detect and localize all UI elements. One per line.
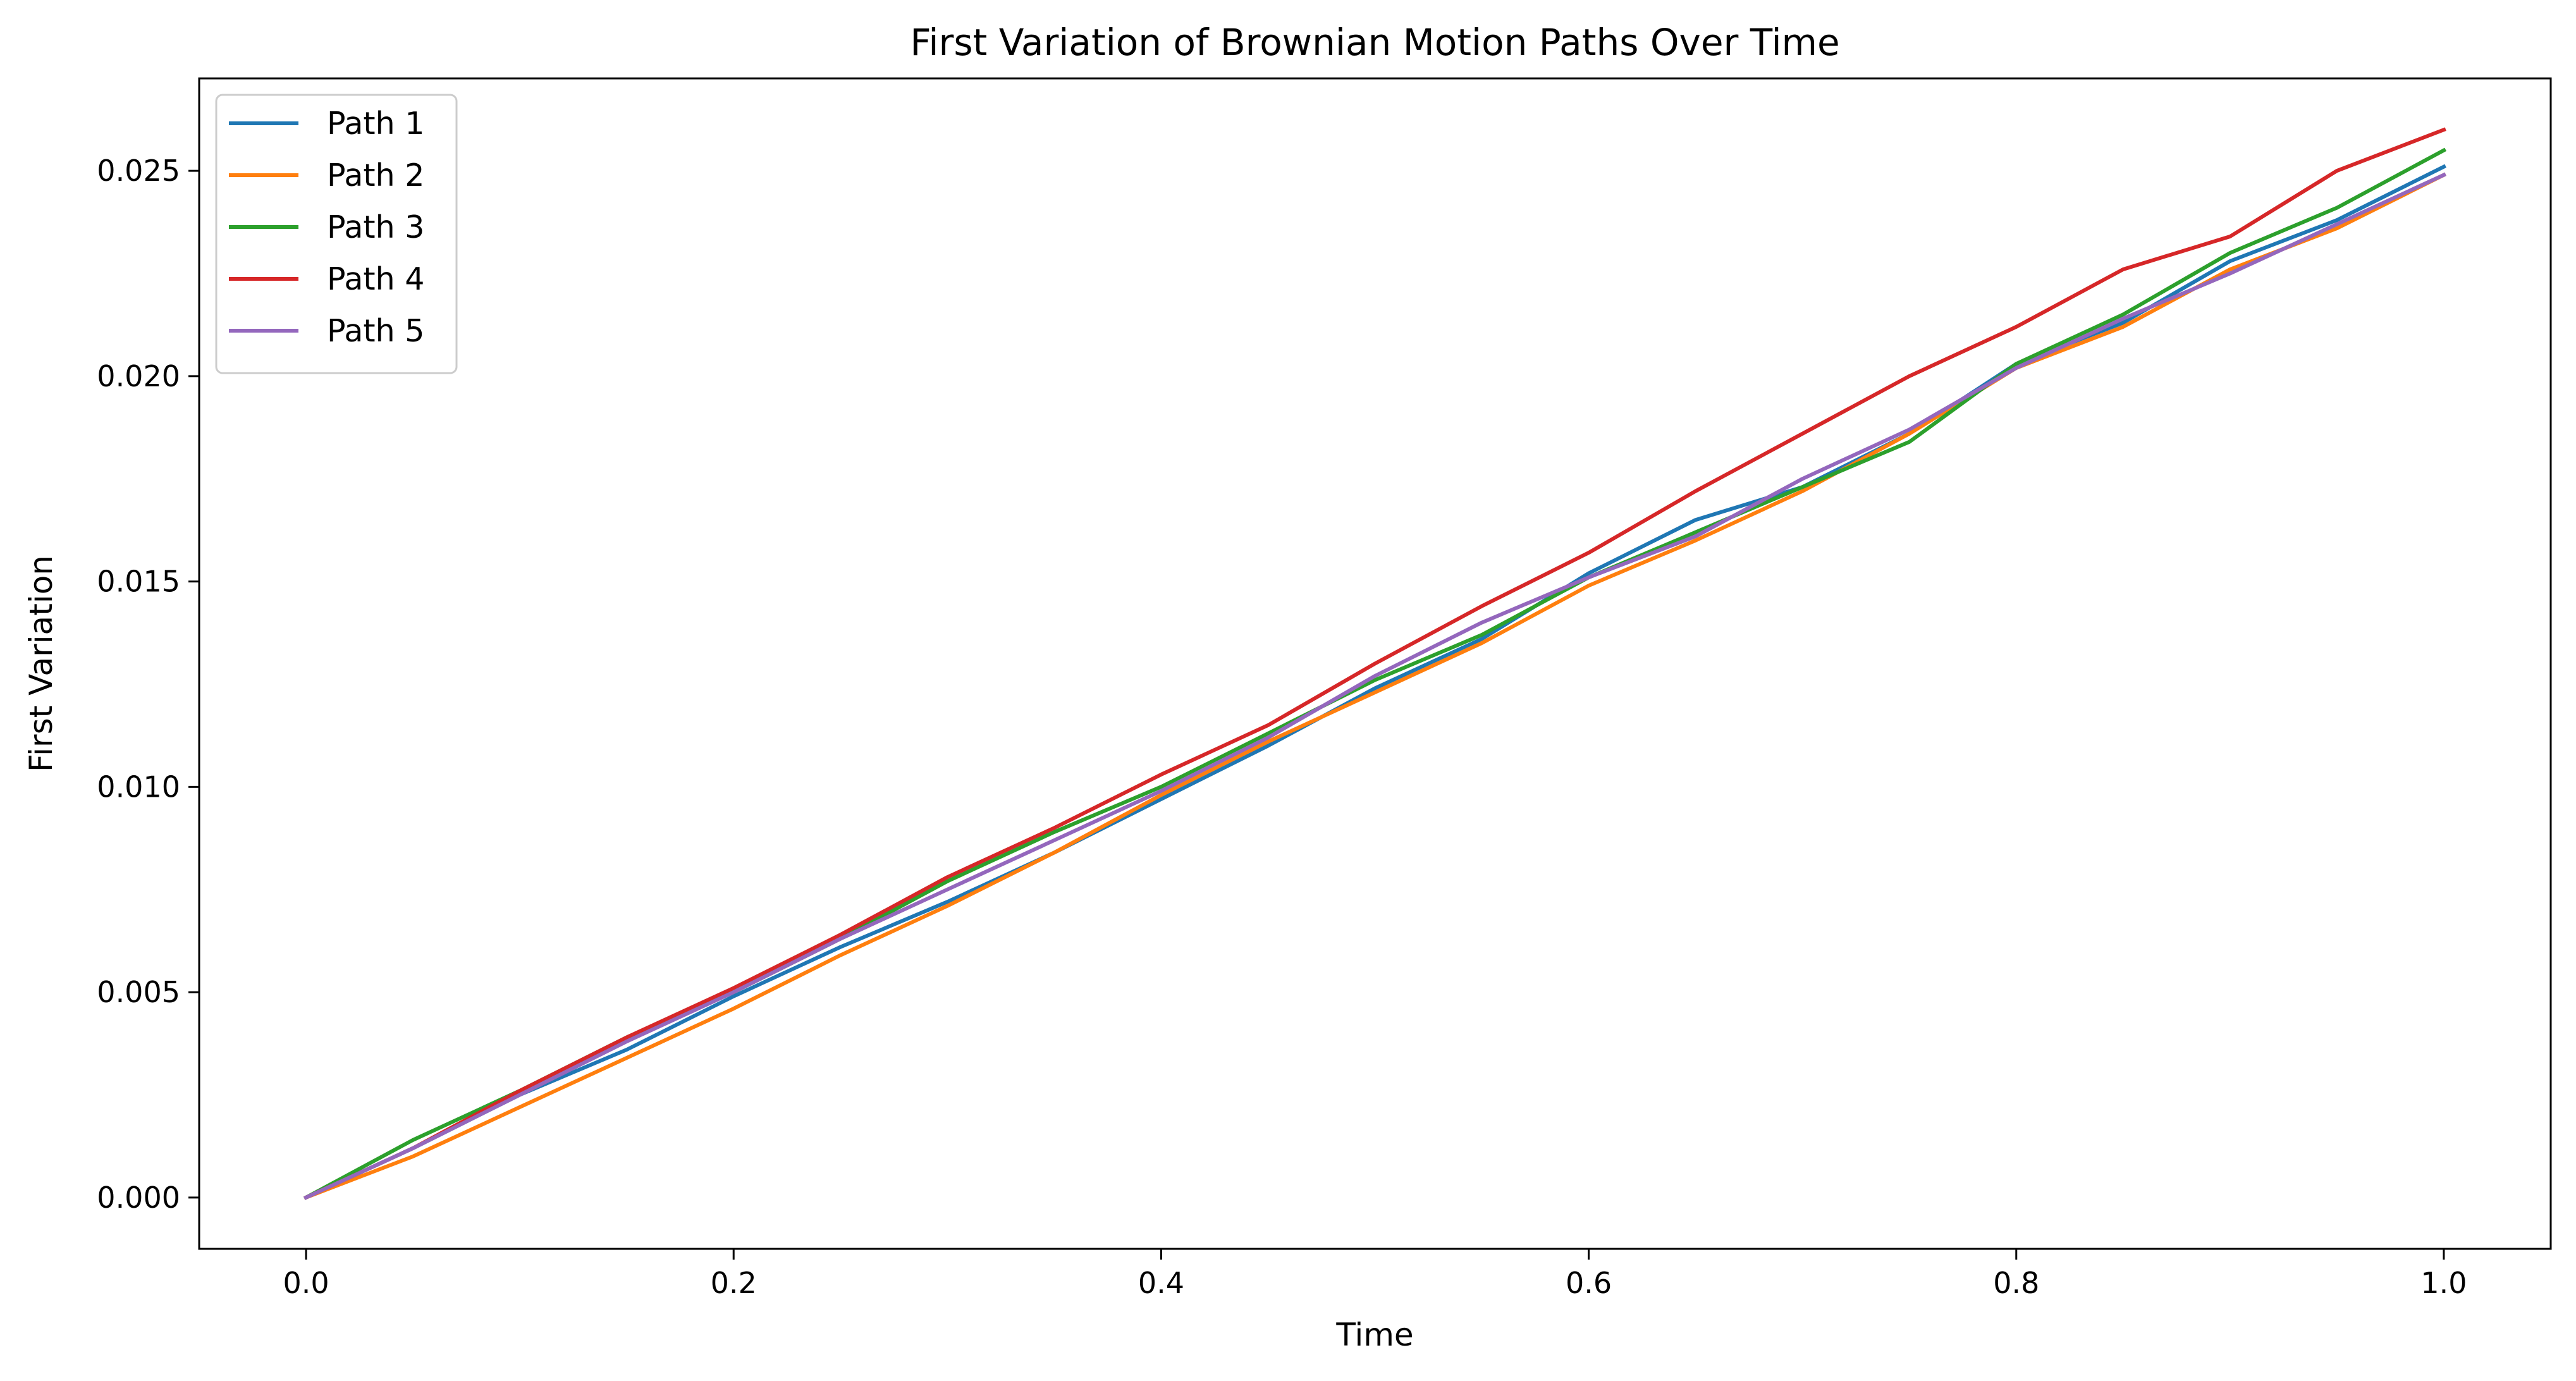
axes-frame <box>198 77 2552 1250</box>
series-layer <box>303 127 2447 1200</box>
plot-area <box>198 77 2552 1250</box>
y-tick-label: 0.010 <box>97 770 180 804</box>
legend-box <box>215 94 458 374</box>
y-tick-label: 0.025 <box>97 154 180 188</box>
x-tick-label: 1.0 <box>2420 1266 2467 1300</box>
y-tick-label: 0.005 <box>97 975 180 1009</box>
x-tick-label: 0.0 <box>283 1266 329 1300</box>
y-axis: 0.000 0.005 0.010 0.015 0.020 0.025 <box>97 154 199 1215</box>
x-tick-label: 0.2 <box>711 1266 757 1300</box>
legend: Path 1 Path 2 Path 3 Path 4 Path 5 <box>215 94 458 374</box>
x-tick-label: 0.8 <box>1993 1266 2039 1300</box>
legend-label-path-2: Path 2 <box>327 157 424 193</box>
series-line-path-4 <box>304 127 2446 1200</box>
y-tick-label: 0.000 <box>97 1181 180 1215</box>
legend-label-path-3: Path 3 <box>327 209 424 245</box>
legend-label-path-1: Path 1 <box>327 106 424 142</box>
chart-title: First Variation of Brownian Motion Paths… <box>910 21 1840 64</box>
series-line-path-5 <box>304 172 2446 1200</box>
x-tick-label: 0.4 <box>1138 1266 1184 1300</box>
legend-label-path-4: Path 4 <box>327 261 424 297</box>
x-axis-label: Time <box>1335 1317 1413 1353</box>
legend-label-path-5: Path 5 <box>327 313 424 349</box>
x-axis: 0.0 0.2 0.4 0.6 0.8 1.0 <box>283 1249 2467 1300</box>
series-line-path-2 <box>304 172 2447 1200</box>
y-tick-label: 0.020 <box>97 359 180 393</box>
y-tick-label: 0.015 <box>97 565 180 599</box>
y-axis-label: First Variation <box>23 555 59 772</box>
x-tick-label: 0.6 <box>1566 1266 1612 1300</box>
